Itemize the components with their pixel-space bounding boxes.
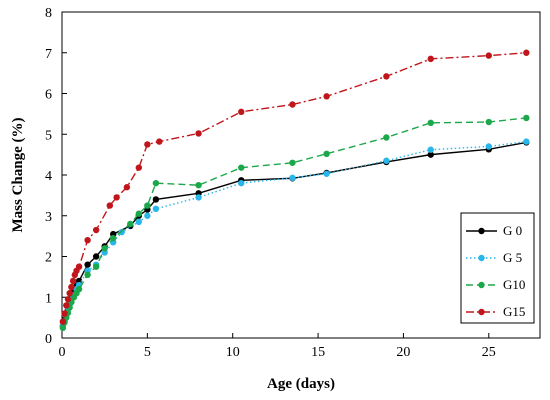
x-tick-label: 5 <box>144 345 151 360</box>
series-g0 <box>59 139 530 329</box>
data-point-g15 <box>68 283 75 291</box>
data-point-g15 <box>123 184 131 191</box>
legend-swatch-marker <box>478 308 485 316</box>
legend-item-g15: G15 <box>466 304 525 319</box>
legend-swatch-marker <box>478 227 485 235</box>
data-point-g10 <box>84 271 91 279</box>
data-point-g15 <box>323 93 330 100</box>
data-point-g15 <box>144 141 151 148</box>
series-g10 <box>59 114 530 332</box>
data-point-g5 <box>135 218 143 226</box>
data-point-g5 <box>144 212 151 219</box>
data-point-g15 <box>92 226 100 234</box>
data-point-g10 <box>195 181 202 189</box>
x-tick-label: 10 <box>226 345 240 360</box>
series-line-g0 <box>62 141 527 326</box>
legend-label: G15 <box>503 304 525 319</box>
y-tick-label: 3 <box>45 210 52 225</box>
x-tick-label: 20 <box>396 345 410 360</box>
y-tick-label: 2 <box>45 251 52 266</box>
y-tick-label: 7 <box>45 47 52 62</box>
data-point-g10 <box>135 210 143 217</box>
data-point-g15 <box>61 310 68 317</box>
x-tick-label: 15 <box>311 345 325 360</box>
data-point-g15 <box>75 263 83 270</box>
data-point-g15 <box>135 164 143 171</box>
data-point-g5 <box>323 170 330 177</box>
y-axis-title: Mass Change (%) <box>10 117 26 232</box>
legend-item-g0: G 0 <box>466 223 522 238</box>
data-point-g15 <box>106 202 114 209</box>
legend: G 0 G 5 G10 G15 <box>460 212 535 324</box>
legend-item-g10: G10 <box>466 277 525 292</box>
y-tick-label: 0 <box>45 332 52 347</box>
data-point-g0 <box>84 261 91 268</box>
series-line-g5 <box>62 140 527 327</box>
data-point-g15 <box>64 296 72 303</box>
series-g15 <box>59 49 530 325</box>
data-point-g15 <box>113 194 120 201</box>
data-point-g5 <box>238 179 245 187</box>
data-point-g5 <box>485 143 492 150</box>
data-point-g0 <box>152 196 160 203</box>
data-point-g5 <box>195 194 202 201</box>
data-point-g5 <box>383 157 390 164</box>
data-point-g10 <box>238 164 245 171</box>
x-axis-title: Age (days) <box>267 376 335 392</box>
data-point-g5 <box>427 146 434 153</box>
data-point-g15 <box>63 302 70 309</box>
series-line-g15 <box>62 52 527 322</box>
legend-label: G10 <box>503 277 525 292</box>
legend-swatch-marker <box>478 254 485 262</box>
data-point-g10 <box>289 159 296 166</box>
data-point-g10 <box>59 324 67 332</box>
data-point-g15 <box>156 138 163 145</box>
data-point-g15 <box>69 277 77 285</box>
y-tick-label: 1 <box>45 291 52 306</box>
data-point-g10 <box>110 234 117 242</box>
y-tick-label: 8 <box>45 6 52 21</box>
data-point-g10 <box>75 285 83 293</box>
data-point-g10 <box>523 114 530 122</box>
data-point-g15 <box>289 101 296 108</box>
data-point-g0 <box>92 253 100 260</box>
data-point-g15 <box>195 130 202 137</box>
x-tick-label: 0 <box>59 345 66 360</box>
data-point-g5 <box>289 174 296 182</box>
legend-item-g5: G 5 <box>466 250 522 265</box>
data-point-g10 <box>427 119 434 127</box>
x-axis: 0 5 10 15 20 25 <box>59 333 496 360</box>
series-g5 <box>59 138 530 329</box>
data-point-g10 <box>127 220 134 228</box>
data-point-g10 <box>92 263 100 270</box>
x-tick-label: 25 <box>482 345 496 360</box>
y-axis: 0 1 2 3 4 5 6 7 8 <box>45 6 67 347</box>
data-point-g10 <box>144 202 151 209</box>
legend-swatch-marker <box>478 281 485 289</box>
data-point-g10 <box>383 134 390 141</box>
data-point-g15 <box>523 49 530 56</box>
data-point-g15 <box>383 73 390 80</box>
data-point-g5 <box>152 205 160 213</box>
y-tick-label: 4 <box>45 169 52 184</box>
data-point-g15 <box>485 52 492 59</box>
data-point-g10 <box>152 179 160 187</box>
data-point-g15 <box>66 289 73 297</box>
data-point-g10 <box>101 245 108 252</box>
series-layer <box>59 49 530 332</box>
data-point-g10 <box>323 150 330 158</box>
data-point-g10 <box>485 118 492 126</box>
data-point-g5 <box>523 138 530 145</box>
data-point-g15 <box>238 108 245 116</box>
data-point-g15 <box>427 55 434 63</box>
legend-label: G 5 <box>503 250 522 265</box>
y-tick-label: 5 <box>45 128 52 143</box>
y-tick-label: 6 <box>45 88 52 103</box>
data-point-g15 <box>59 318 67 325</box>
data-point-g0 <box>427 151 434 158</box>
legend-label: G 0 <box>503 223 522 238</box>
data-point-g15 <box>84 237 91 244</box>
